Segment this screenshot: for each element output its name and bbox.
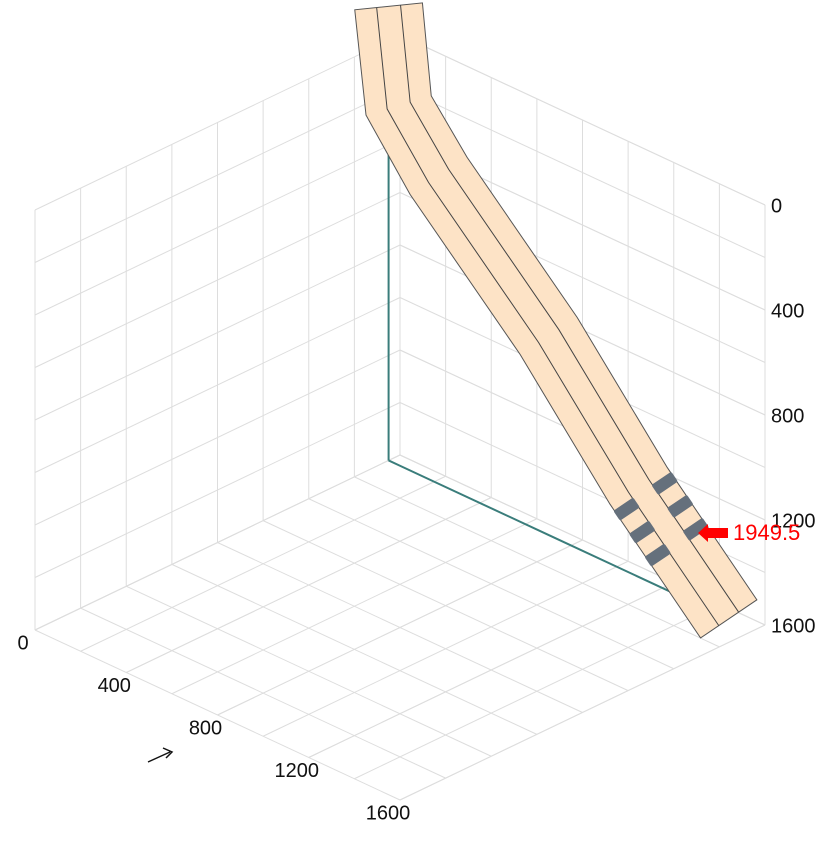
casing-line xyxy=(400,5,740,613)
x-tick-label: 1600 xyxy=(366,802,411,824)
x-tick-label: 400 xyxy=(98,675,131,697)
grid-line xyxy=(34,349,401,526)
perforation xyxy=(683,518,709,541)
grid-line xyxy=(262,560,629,737)
x-tick-label: 800 xyxy=(189,717,222,739)
axis-indicator xyxy=(147,747,174,763)
casing-line xyxy=(376,7,720,626)
x-tick-grid xyxy=(217,539,583,716)
wellbore-band xyxy=(354,2,758,639)
depth-tick-label: 800 xyxy=(771,405,804,427)
perforation xyxy=(629,521,655,544)
grid-line xyxy=(34,297,401,473)
grid-line xyxy=(34,244,401,421)
perforation xyxy=(645,544,671,567)
perforation xyxy=(652,472,678,495)
x-tick-grid xyxy=(126,497,492,673)
depth-tick-label: 1200 xyxy=(771,510,816,532)
perforation xyxy=(667,495,693,518)
x-tick-grid xyxy=(399,624,766,801)
x-tick-label: 0 xyxy=(17,632,28,654)
annotation: 1949.5 xyxy=(733,520,800,545)
depth-tick-grid xyxy=(399,34,766,206)
depth-tick-label: 400 xyxy=(771,300,804,322)
grid: 0 400 800 1200 1600 0 400 800 1200 1600 xyxy=(17,34,816,824)
annotation-arrow xyxy=(698,524,728,542)
grid-line xyxy=(34,402,401,578)
depth-tick-label: 0 xyxy=(771,195,782,217)
marks xyxy=(354,2,758,639)
floor-projection xyxy=(388,459,730,620)
x-tick-grid xyxy=(308,582,674,758)
x-tick-label: 1200 xyxy=(275,760,320,782)
x-tick-grid xyxy=(34,454,401,631)
grid-line xyxy=(354,603,720,780)
depth-tick-label: 1600 xyxy=(771,615,816,637)
perforation xyxy=(614,498,640,521)
